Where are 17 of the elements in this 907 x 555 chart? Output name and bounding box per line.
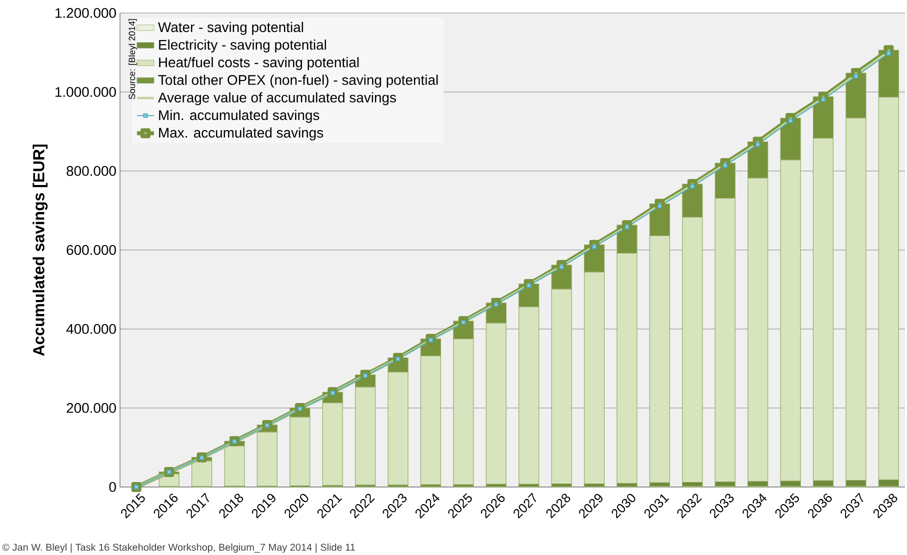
y-tick-label: 400.000 (66, 324, 116, 334)
y-tick-label: 200.000 (66, 403, 116, 413)
y-axis-title: Accumulated savings [EUR] (32, 144, 48, 356)
legend-label: Heat/fuel costs - saving potential (159, 57, 359, 70)
y-tick-label: 1.000.000 (56, 87, 116, 97)
y-tick-label: 1.200.000 (56, 8, 116, 18)
legend-label: Min. accumulated savings (159, 110, 320, 123)
y-tick-label: 800.000 (66, 166, 116, 176)
text: © Jan W. Bleyl | Task 16 Stakeholder Workshop, Belgium_7 May 2014 | Slide 11 (2, 543, 355, 553)
y-tick-label: 0 (109, 482, 116, 492)
y-tick-label: 600.000 (66, 245, 116, 255)
legend-label: Electricity - saving potential (159, 39, 326, 52)
legend-label: Max. accumulated savings (159, 127, 324, 140)
annotation: Source: [Bleyl 2014] (128, 19, 137, 100)
legend-label: Water - saving potential (158, 22, 304, 35)
legend-label: Average value of accumulated savings (158, 92, 396, 106)
legend-label: Total other OPEX (non-fuel) - saving potential (158, 74, 438, 88)
